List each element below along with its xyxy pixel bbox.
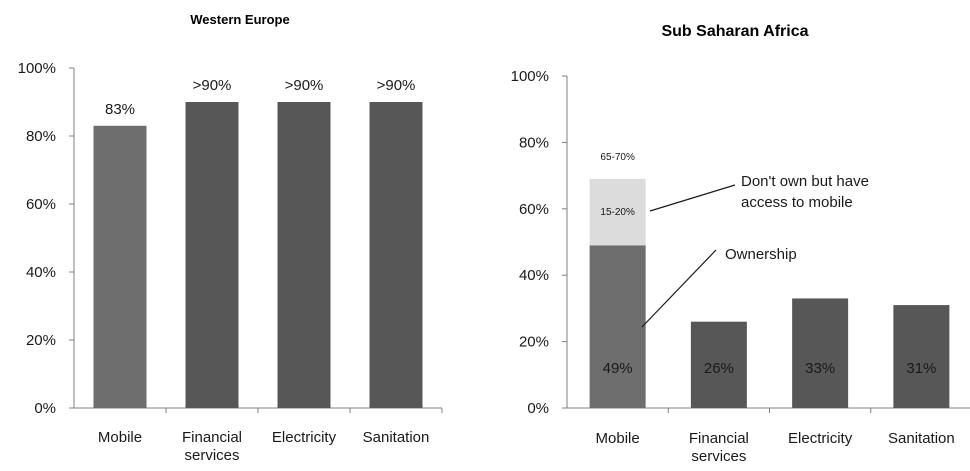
chart2-data-label: 33% bbox=[805, 360, 835, 377]
chart2-y-tick-label: 60% bbox=[519, 201, 549, 218]
chart1-bar-1 bbox=[185, 102, 239, 408]
chart2-stack-segment-label: 15-20% bbox=[600, 207, 635, 218]
chart2-category-label: services bbox=[691, 448, 746, 465]
chart2-leader-line-ownership bbox=[641, 249, 717, 328]
chart1-data-label: >90% bbox=[285, 77, 324, 94]
chart2-bar-3 bbox=[893, 305, 950, 408]
chart2-data-label: 26% bbox=[704, 360, 734, 377]
chart1-category-label: Sanitation bbox=[363, 429, 430, 446]
chart1-data-label: >90% bbox=[193, 77, 232, 94]
chart1-category-label: services bbox=[184, 447, 239, 464]
chart2-title: Sub Saharan Africa bbox=[661, 23, 808, 40]
chart1-category-label: Financial bbox=[182, 429, 242, 446]
chart2-y-tick-label: 20% bbox=[519, 334, 549, 351]
chart2-category-label: Sanitation bbox=[888, 430, 955, 447]
chart1-y-tick-label: 80% bbox=[26, 128, 56, 145]
chart2-annotation-access-line: access to mobile bbox=[741, 194, 853, 211]
chart2-annotation-access-line: Don't own but have bbox=[741, 173, 869, 190]
chart2-data-label: 49% bbox=[603, 360, 633, 377]
chart2-stack-segment bbox=[589, 178, 646, 246]
chart1-title: Western Europe bbox=[190, 12, 289, 27]
chart2-bar-0 bbox=[589, 245, 646, 408]
chart1-data-label: 83% bbox=[105, 101, 135, 118]
chart1-category-label: Electricity bbox=[272, 429, 337, 446]
chart1-data-label: >90% bbox=[377, 77, 416, 94]
chart1-y-tick-label: 40% bbox=[26, 264, 56, 281]
chart2-y-tick-label: 100% bbox=[511, 68, 549, 85]
chart2-data-label: 31% bbox=[906, 360, 936, 377]
chart1-y-tick-label: 0% bbox=[34, 400, 56, 417]
chart2-bar-2 bbox=[792, 298, 849, 408]
chart2-category-label: Electricity bbox=[788, 430, 853, 447]
chart2-annotation-ownership: Ownership bbox=[725, 246, 797, 263]
chart1-y-tick-label: 100% bbox=[18, 60, 56, 77]
chart1-y-tick-label: 20% bbox=[26, 332, 56, 349]
chart1-bar-2 bbox=[277, 102, 331, 408]
chart2-y-tick-label: 40% bbox=[519, 267, 549, 284]
chart2-y-tick-label: 0% bbox=[527, 400, 549, 417]
chart1-bar-0 bbox=[93, 125, 147, 409]
chart1-y-tick-label: 60% bbox=[26, 196, 56, 213]
chart1-bar-3 bbox=[369, 102, 423, 408]
chart2-leader-line-access bbox=[649, 184, 736, 212]
chart2-bar-1 bbox=[690, 321, 747, 408]
chart2-category-label: Mobile bbox=[596, 430, 640, 447]
chart2-y-tick-label: 80% bbox=[519, 134, 549, 151]
chart2-category-label: Financial bbox=[689, 430, 749, 447]
chart2-stack-total-label: 65-70% bbox=[600, 152, 635, 163]
chart1-category-label: Mobile bbox=[98, 429, 142, 446]
